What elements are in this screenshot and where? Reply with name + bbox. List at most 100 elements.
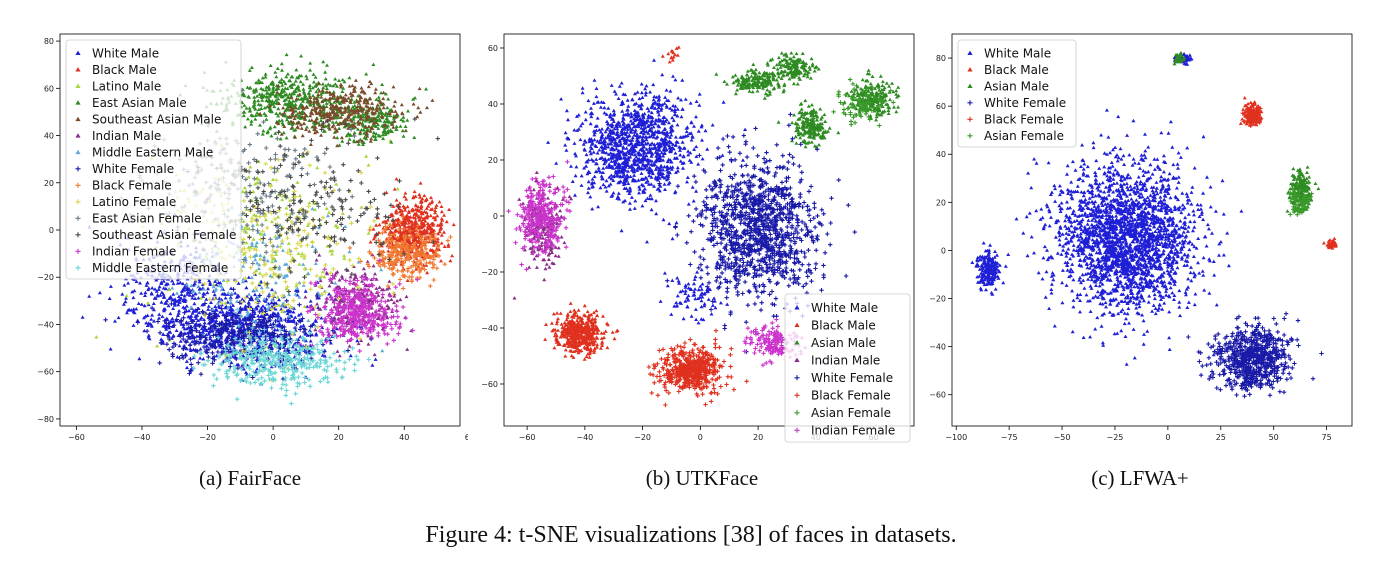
data-point — [212, 323, 217, 329]
data-point — [219, 321, 224, 327]
data-point — [281, 157, 286, 162]
data-point — [198, 317, 203, 321]
data-point — [341, 86, 346, 90]
data-point — [159, 337, 164, 341]
data-point — [325, 364, 330, 369]
data-point — [165, 282, 170, 286]
data-point — [297, 295, 302, 299]
data-point — [267, 126, 272, 131]
data-point — [181, 346, 186, 351]
data-point — [382, 128, 387, 133]
data-point — [397, 178, 402, 184]
data-point — [154, 278, 159, 282]
data-point — [213, 304, 218, 308]
data-point — [420, 231, 425, 235]
data-point — [191, 366, 197, 371]
data-point — [182, 343, 187, 348]
data-point — [256, 266, 261, 271]
data-point — [330, 124, 335, 129]
data-point — [224, 318, 229, 323]
data-point — [201, 330, 205, 334]
data-point — [379, 267, 384, 272]
data-point — [248, 352, 253, 356]
data-point — [411, 97, 416, 101]
data-point — [171, 281, 176, 286]
data-point — [297, 110, 302, 114]
data-point — [299, 173, 304, 178]
data-point — [276, 157, 281, 162]
data-point — [229, 338, 234, 343]
data-point — [308, 142, 313, 146]
data-point — [424, 239, 429, 244]
data-point — [279, 80, 284, 84]
data-point — [405, 278, 410, 282]
data-point — [294, 337, 299, 342]
data-point — [295, 86, 299, 90]
data-point — [308, 280, 314, 286]
data-point — [164, 327, 169, 331]
data-point — [350, 194, 355, 199]
data-point — [285, 311, 290, 316]
data-point — [427, 202, 432, 206]
data-point — [285, 107, 290, 111]
data-point — [360, 107, 365, 111]
data-point — [426, 204, 431, 208]
data-point — [385, 283, 391, 289]
data-point — [144, 329, 150, 334]
data-point — [327, 90, 332, 94]
data-point — [343, 197, 348, 202]
data-point — [278, 163, 283, 168]
data-point — [329, 280, 334, 284]
data-point — [282, 262, 287, 266]
data-point — [301, 283, 306, 287]
data-point — [319, 316, 324, 320]
data-point — [272, 124, 277, 129]
data-point — [301, 280, 307, 285]
data-point — [351, 89, 356, 94]
data-point — [328, 102, 333, 106]
data-point — [254, 80, 259, 85]
data-point — [352, 130, 357, 135]
data-point — [290, 184, 295, 189]
data-point — [384, 190, 389, 194]
data-point — [259, 222, 265, 228]
data-point — [361, 128, 366, 132]
data-point — [186, 314, 191, 319]
data-point — [413, 96, 417, 100]
data-point — [405, 347, 410, 351]
data-point — [332, 334, 337, 339]
data-point — [226, 322, 232, 327]
data-point — [403, 221, 408, 225]
data-point — [196, 296, 201, 300]
data-point — [270, 80, 275, 84]
data-point — [202, 301, 208, 306]
data-point — [322, 354, 327, 358]
data-point — [365, 98, 370, 103]
data-point — [307, 83, 312, 87]
data-point — [256, 324, 262, 330]
data-point — [187, 293, 192, 297]
data-point — [364, 110, 369, 115]
data-point — [373, 90, 378, 95]
data-point — [306, 318, 311, 323]
data-point — [246, 245, 251, 249]
data-point — [297, 88, 302, 92]
data-point — [334, 98, 339, 103]
data-point — [393, 99, 398, 104]
data-point — [341, 162, 346, 167]
data-point — [237, 317, 242, 321]
data-point — [254, 305, 259, 309]
data-point — [215, 349, 221, 355]
data-point — [197, 334, 202, 339]
data-point — [237, 309, 242, 314]
data-point — [175, 313, 180, 317]
data-point — [255, 94, 260, 98]
data-point — [300, 316, 305, 321]
data-point — [252, 98, 257, 103]
data-point — [382, 119, 387, 123]
data-point — [332, 100, 337, 104]
data-point — [297, 92, 302, 96]
data-point — [393, 115, 398, 119]
data-point — [293, 128, 298, 132]
data-point — [268, 182, 273, 186]
